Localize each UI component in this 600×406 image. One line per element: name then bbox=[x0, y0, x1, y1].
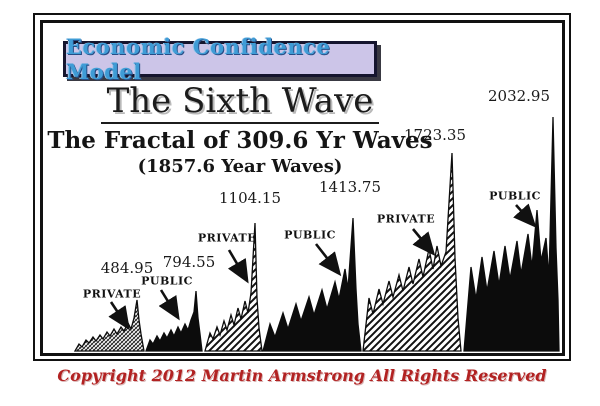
callout-arrow-private-1 bbox=[108, 301, 130, 331]
wave-5-private bbox=[362, 152, 462, 352]
economic-confidence-model-badge: Economic Confidence Model bbox=[63, 34, 377, 84]
page-title: The Sixth Wave bbox=[100, 83, 380, 124]
wave-2-public bbox=[145, 290, 203, 352]
callout-arrow-public-6 bbox=[513, 203, 537, 228]
wave-1-private bbox=[73, 299, 145, 352]
page-subsubtitle: (1857.6 Year Waves) bbox=[137, 155, 343, 177]
callout-arrow-public-2 bbox=[158, 289, 180, 321]
wave-3-private bbox=[204, 222, 263, 352]
copyright-notice: Copyright 2012 Martin Armstrong All Righ… bbox=[57, 366, 547, 385]
wave-6-public bbox=[463, 116, 560, 352]
headings-block: The Sixth Wave The Fractal of 309.6 Yr W… bbox=[40, 83, 440, 177]
callout-arrow-private-3 bbox=[227, 249, 249, 284]
page-subtitle: The Fractal of 309.6 Yr Waves bbox=[47, 126, 433, 154]
wave-4-public bbox=[262, 217, 362, 352]
badge-label: Economic Confidence Model bbox=[66, 34, 331, 84]
callout-arrow-private-5 bbox=[411, 228, 436, 257]
callout-arrow-public-4 bbox=[314, 243, 342, 277]
